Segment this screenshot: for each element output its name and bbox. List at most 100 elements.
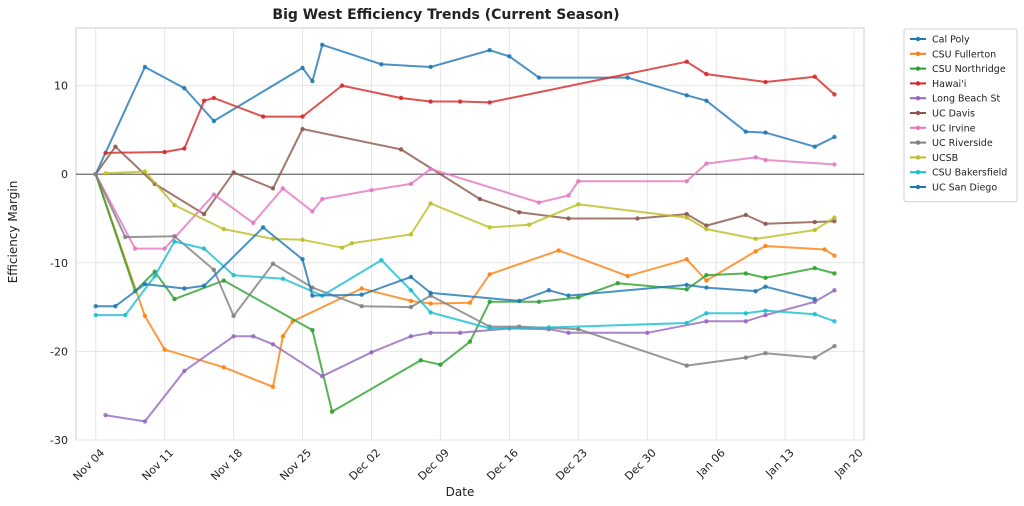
legend-item: UC Riverside <box>910 138 993 149</box>
data-point <box>684 179 689 184</box>
data-point <box>408 232 414 237</box>
legend-label: CSU Fullerton <box>932 49 996 60</box>
data-point <box>576 295 581 300</box>
data-point <box>320 42 325 48</box>
data-point <box>142 419 148 424</box>
plot-area <box>75 27 865 441</box>
data-point <box>300 237 305 242</box>
data-point <box>172 296 177 302</box>
legend-label: UCSB <box>932 153 958 164</box>
data-point <box>428 99 433 104</box>
data-point <box>812 311 817 317</box>
data-point <box>763 275 768 281</box>
data-point <box>684 215 689 220</box>
data-point <box>625 75 630 80</box>
data-point <box>339 245 345 250</box>
data-point <box>113 304 118 309</box>
data-point <box>467 300 473 305</box>
legend-item: UC Davis <box>910 109 975 120</box>
data-point <box>379 62 384 67</box>
data-point <box>832 92 837 97</box>
data-point <box>201 98 207 103</box>
data-point <box>329 409 335 414</box>
data-point <box>359 304 364 309</box>
data-point <box>270 236 276 242</box>
data-point <box>123 234 128 240</box>
data-point <box>566 330 571 335</box>
data-point <box>704 319 709 324</box>
data-point <box>743 271 748 276</box>
series-line <box>94 173 836 388</box>
series-csu-fullerton <box>93 171 837 390</box>
data-point <box>349 241 354 246</box>
data-point <box>684 363 689 368</box>
data-point <box>211 192 217 197</box>
data-point <box>615 280 620 286</box>
data-point <box>812 74 817 79</box>
data-point <box>320 196 325 202</box>
data-point <box>832 319 837 324</box>
data-point <box>763 284 768 289</box>
data-point <box>487 100 492 105</box>
data-point <box>310 327 315 333</box>
data-point <box>270 186 276 191</box>
data-point <box>398 95 404 101</box>
data-point <box>467 339 473 344</box>
data-point <box>763 79 768 85</box>
data-point <box>428 290 433 296</box>
data-point <box>359 286 364 291</box>
data-point <box>753 288 758 294</box>
data-point <box>162 347 167 352</box>
data-point <box>704 98 709 103</box>
data-point <box>428 64 433 70</box>
data-point <box>428 330 433 335</box>
legend-item: UCSB <box>910 153 958 164</box>
y-tick-label: -20 <box>50 345 68 358</box>
data-point <box>310 293 315 298</box>
data-point <box>753 249 758 254</box>
data-point <box>763 157 768 163</box>
data-point <box>487 225 492 230</box>
legend-marker <box>915 66 921 71</box>
data-point <box>704 311 709 316</box>
legend-item: CSU Northridge <box>910 64 1006 75</box>
data-point <box>310 78 315 84</box>
data-point <box>408 181 414 187</box>
data-point <box>763 130 768 135</box>
data-point <box>300 257 305 262</box>
data-point <box>832 215 837 220</box>
data-point <box>408 298 414 304</box>
legend-item: CSU Fullerton <box>910 49 996 60</box>
data-point <box>566 293 571 298</box>
data-point <box>339 83 345 88</box>
data-point <box>428 201 433 206</box>
data-point <box>280 276 286 281</box>
legend-label: Hawai'i <box>932 79 966 90</box>
data-point <box>172 203 177 208</box>
data-point <box>379 257 384 263</box>
data-point <box>103 150 108 156</box>
data-point <box>428 301 433 306</box>
legend-marker <box>915 155 921 160</box>
legend-marker <box>915 36 921 42</box>
series-ucsb <box>103 169 837 250</box>
data-point <box>231 334 236 339</box>
legend-item: UC Irvine <box>910 123 976 134</box>
data-point <box>576 179 581 184</box>
data-point <box>369 187 374 193</box>
data-point <box>221 365 226 370</box>
data-point <box>477 196 483 202</box>
series-line <box>94 128 835 227</box>
legend-label: CSU Bakersfield <box>932 168 1007 179</box>
data-point <box>211 95 217 101</box>
grid <box>76 28 864 441</box>
data-point <box>684 211 689 217</box>
data-point <box>763 312 768 318</box>
y-tick-label: -30 <box>50 434 68 447</box>
data-point <box>93 304 98 309</box>
data-point <box>487 299 492 304</box>
data-point <box>300 126 305 132</box>
data-point <box>645 330 650 335</box>
data-point <box>812 265 817 271</box>
data-point <box>743 129 748 134</box>
